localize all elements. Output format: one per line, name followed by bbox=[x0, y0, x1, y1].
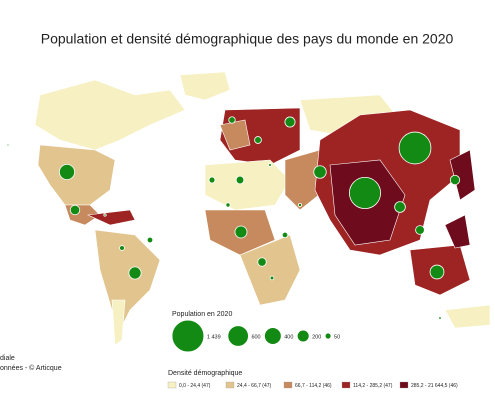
population-bubble bbox=[103, 213, 107, 217]
legend-swatch bbox=[399, 381, 409, 389]
population-bubble bbox=[297, 202, 303, 208]
legend-swatch bbox=[225, 381, 235, 389]
population-bubble bbox=[257, 257, 267, 267]
legend-class-label: 24,4 - 66,7 (47) bbox=[237, 383, 272, 389]
density-legend-title: Densité démographique bbox=[168, 370, 242, 377]
legend-class-label: 285,2 - 21 644,5 (46) bbox=[411, 383, 458, 389]
legend-bubble-label: 600 bbox=[251, 334, 260, 340]
population-bubble bbox=[348, 176, 382, 210]
legend-bubble bbox=[171, 319, 205, 353]
density-legend: 0,0 - 24,4 (47) 24,4 - 66,7 (47) 66,7 - 11… bbox=[167, 381, 458, 389]
legend-bubble-label: 400 bbox=[284, 334, 293, 340]
population-bubble bbox=[281, 231, 289, 239]
map-shapes bbox=[34, 71, 491, 346]
legend-bubble-label: 1 439 bbox=[207, 334, 221, 340]
legend-class-label: 0,0 - 24,4 (47) bbox=[179, 383, 211, 389]
legend-bubble bbox=[296, 329, 310, 343]
population-bubble bbox=[234, 225, 248, 239]
legend-swatch bbox=[283, 381, 293, 389]
map-bubbles bbox=[6, 116, 461, 320]
population-bubble bbox=[146, 236, 154, 244]
population-bubble bbox=[313, 165, 327, 179]
population-legend-title: Population en 2020 bbox=[172, 311, 232, 318]
population-bubble bbox=[394, 201, 406, 213]
population-bubble bbox=[6, 143, 10, 147]
source-line: onnées - © Articque bbox=[0, 364, 62, 372]
population-bubble bbox=[398, 131, 432, 165]
population-bubble bbox=[254, 136, 262, 144]
population-legend: 1 439 600 400 200 50 bbox=[171, 319, 340, 353]
legend-class-label: 114,2 - 285,2 (47) bbox=[353, 383, 393, 389]
population-bubble bbox=[225, 202, 231, 208]
legend-bubble-label: 50 bbox=[334, 334, 340, 340]
population-bubble bbox=[128, 266, 142, 280]
population-bubble bbox=[119, 245, 125, 251]
population-bubble bbox=[449, 174, 461, 186]
population-bubble bbox=[429, 264, 445, 280]
population-bubble bbox=[69, 204, 81, 216]
population-bubble bbox=[208, 176, 216, 184]
legend-bubble-label: 200 bbox=[312, 334, 321, 340]
population-bubble bbox=[438, 316, 442, 320]
population-bubble bbox=[415, 225, 425, 235]
title: Population et densité démographique des … bbox=[41, 31, 454, 47]
legend-bubble bbox=[227, 325, 249, 347]
legend-bubble bbox=[324, 332, 332, 340]
legend-swatch bbox=[167, 381, 177, 389]
population-bubble bbox=[284, 116, 296, 128]
population-bubble bbox=[228, 116, 236, 124]
legend-bubble bbox=[264, 327, 282, 345]
legend-swatch bbox=[341, 381, 351, 389]
population-bubble bbox=[269, 275, 275, 281]
source-line: diale bbox=[0, 355, 15, 362]
population-bubble bbox=[235, 175, 245, 185]
legend-class-label: 66,7 - 114,2 (46) bbox=[295, 383, 332, 389]
population-bubble bbox=[268, 163, 272, 167]
population-bubble bbox=[58, 163, 76, 181]
